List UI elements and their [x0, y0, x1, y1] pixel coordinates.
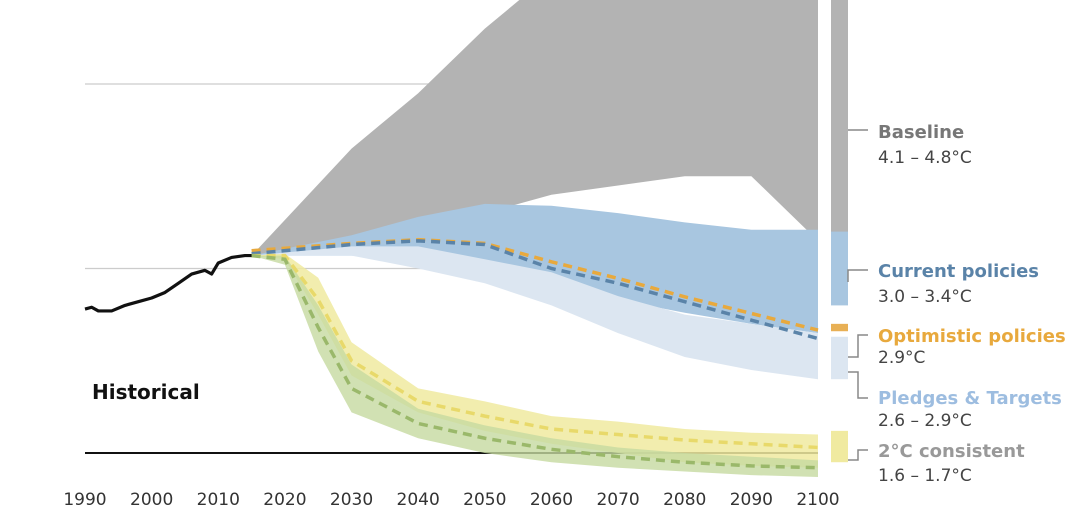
x-tick-2040: 2040 [397, 490, 440, 510]
legend-pledges-targets: Pledges & Targets 2.6 – 2.9°C [878, 388, 1062, 431]
end-bar-baseline [831, 0, 848, 241]
end-bar-current-policies [831, 231, 848, 306]
historical-line [84, 253, 252, 313]
x-tick-2080: 2080 [663, 490, 706, 510]
end-bar-optimistic-policies [831, 323, 848, 332]
x-tick-2020: 2020 [263, 490, 306, 510]
legend-optimistic-policies-name: Optimistic policies [878, 326, 1066, 347]
legend-2c-consistent-name: 2°C consistent [878, 441, 1025, 462]
connector-2c-consistent [848, 449, 868, 461]
legend-current-policies: Current policies 3.0 – 3.4°C [878, 261, 1039, 307]
historical-label: Historical [92, 380, 200, 404]
end-bar-pledges-targets [831, 336, 848, 380]
legend-2c-consistent: 2°C consistent 1.6 – 1.7°C [878, 441, 1025, 486]
x-tick-2030: 2030 [330, 490, 373, 510]
legend-optimistic-policies: Optimistic policies 2.9°C [878, 326, 1066, 368]
band-2-c-consistent-lower [251, 255, 818, 477]
x-tick-2050: 2050 [463, 490, 506, 510]
legend-baseline: Baseline 4.1 – 4.8°C [878, 122, 972, 168]
legend-pledges-targets-name: Pledges & Targets [878, 388, 1062, 409]
x-axis: 1990 2000 2010 2020 2030 2040 2050 2060 2070 2080… [63, 490, 839, 510]
end-bar-2-c-consistent [831, 430, 848, 463]
x-tick-1990: 1990 [63, 490, 106, 510]
legend-optimistic-policies-range: 2.9°C [878, 348, 925, 368]
legend-pledges-targets-range: 2.6 – 2.9°C [878, 411, 972, 431]
connector-optimistic-policies [848, 334, 868, 358]
legend-baseline-range: 4.1 – 4.8°C [878, 148, 972, 168]
legend-current-policies-name: Current policies [878, 261, 1039, 282]
band-pledges-targets [251, 246, 818, 380]
x-tick-2060: 2060 [530, 490, 573, 510]
mean-line-2-c-consistent-lower [251, 253, 819, 470]
legend-current-policies-range: 3.0 – 3.4°C [878, 287, 972, 307]
end-range-bars [831, 0, 848, 463]
mean-line-current-policies [251, 239, 819, 341]
connector-current-policies [847, 269, 868, 282]
mean-line-2-c-consistent [251, 253, 819, 450]
x-tick-2010: 2010 [197, 490, 240, 510]
band-2-c-consistent [251, 253, 818, 468]
x-tick-2000: 2000 [130, 490, 173, 510]
x-tick-2100: 2100 [796, 490, 839, 510]
legend-baseline-name: Baseline [878, 122, 964, 143]
x-tick-2090: 2090 [730, 490, 773, 510]
legend-2c-consistent-range: 1.6 – 1.7°C [878, 466, 972, 486]
label-connectors [847, 129, 868, 461]
connector-pledges-targets [848, 371, 868, 399]
x-tick-2070: 2070 [596, 490, 639, 510]
scenario-bands [251, 0, 818, 477]
band-current-policies [251, 203, 818, 334]
scenario-lines [84, 237, 819, 470]
band-baseline [251, 0, 818, 256]
